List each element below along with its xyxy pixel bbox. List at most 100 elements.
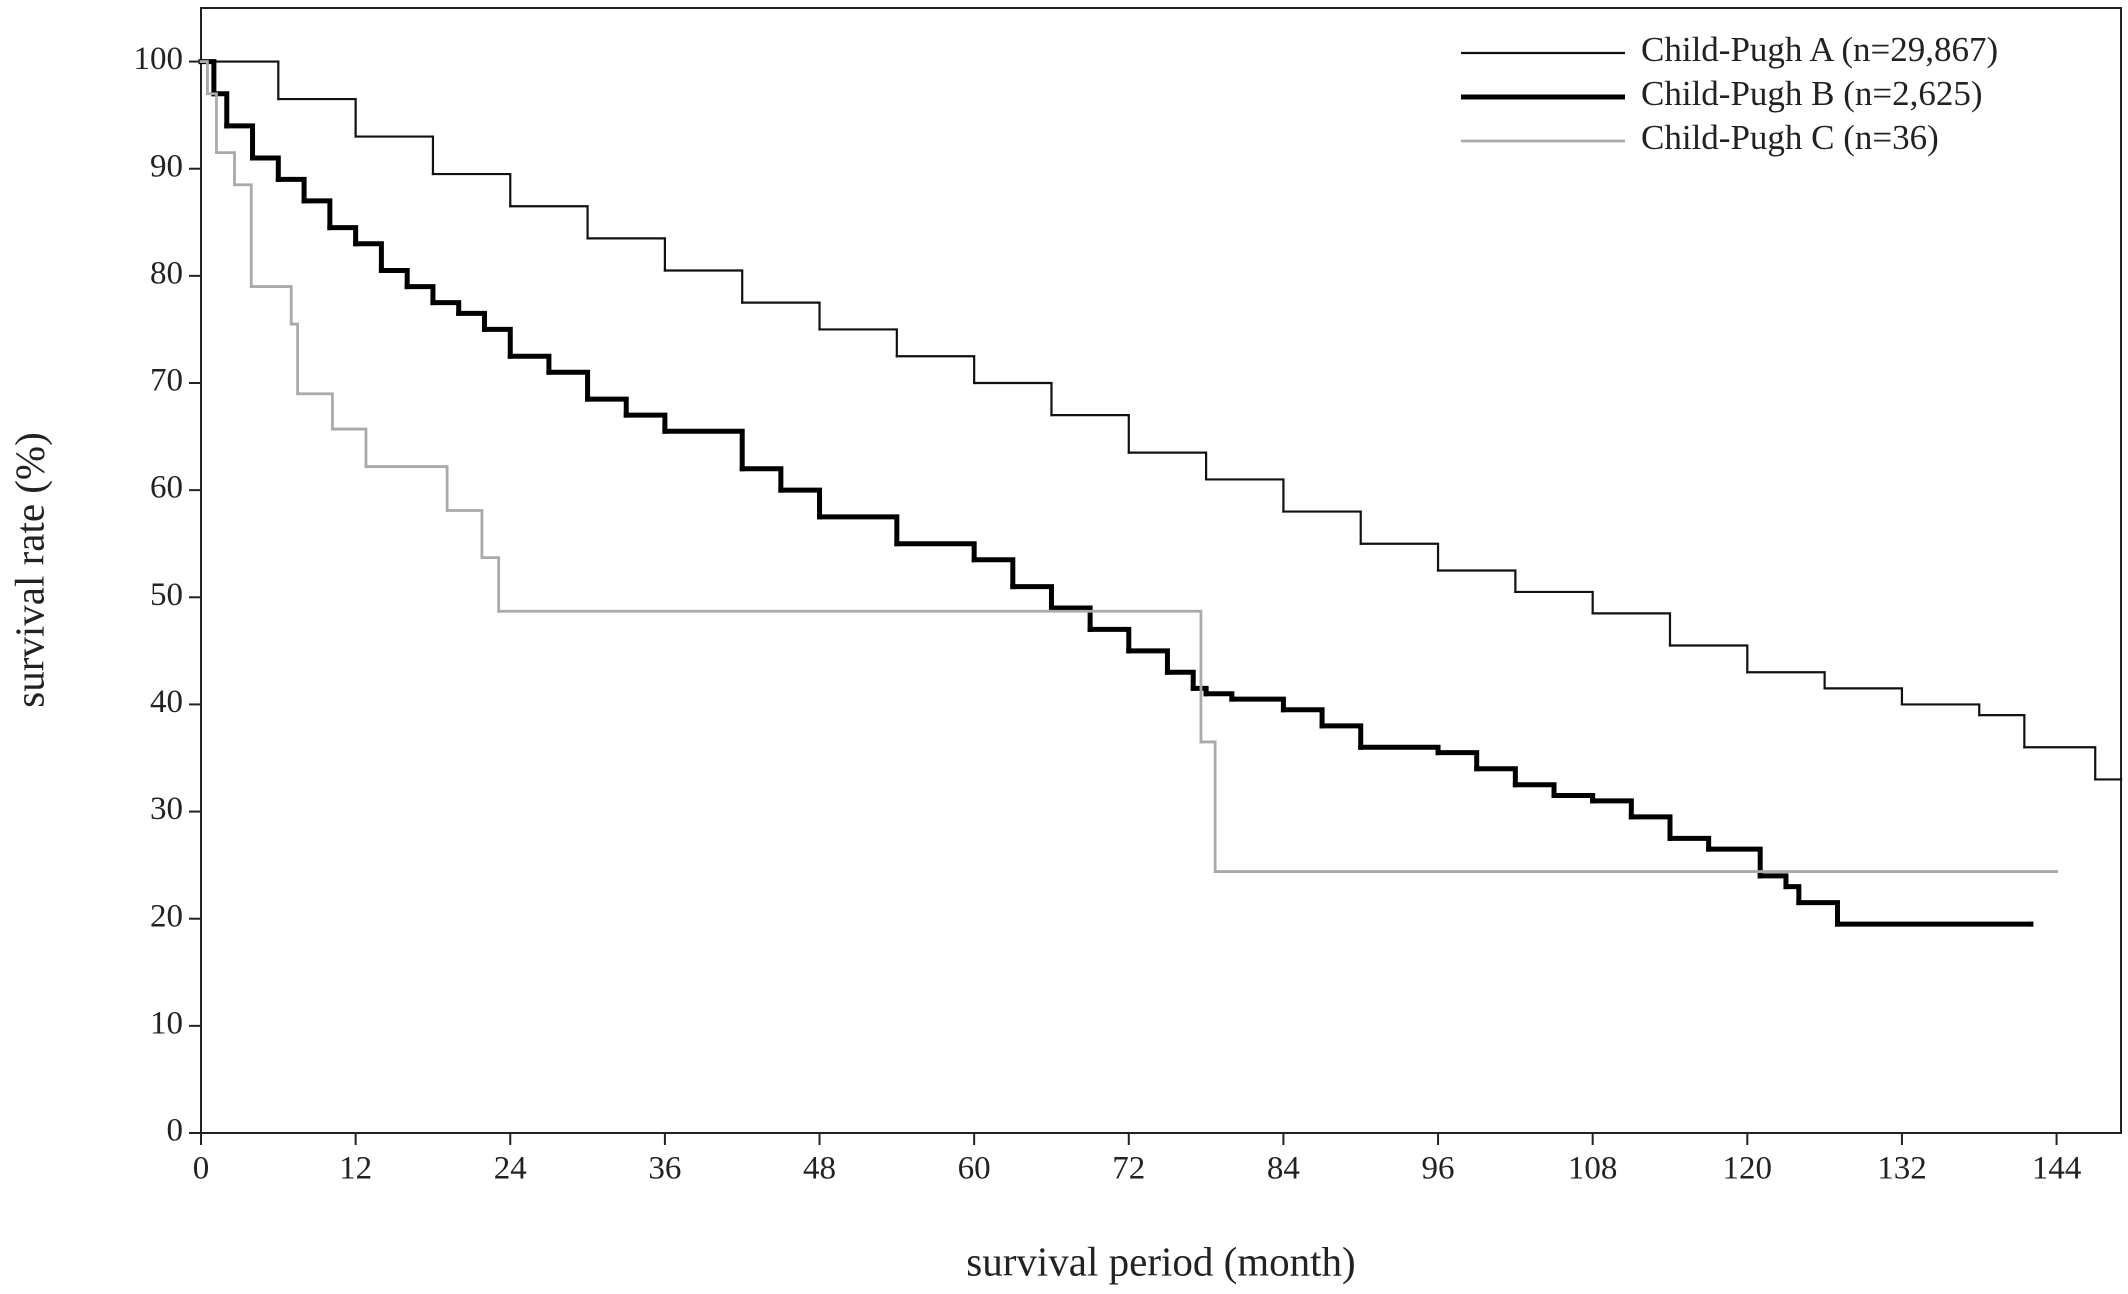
survival-step: [327, 225, 359, 247]
survival-step: [894, 541, 977, 563]
x-tick-label: 12: [339, 1151, 372, 1187]
survival-step: [1050, 414, 1130, 454]
x-tick-label: 36: [648, 1151, 681, 1187]
survival-step: [1757, 873, 1789, 890]
survival-step: [507, 353, 552, 375]
survival-step: [430, 300, 462, 316]
x-tick-label: 60: [958, 1151, 991, 1187]
x-tick-label: 144: [2032, 1151, 2082, 1187]
survival-step: [1667, 835, 1712, 852]
survival-step: [206, 92, 218, 155]
legend-text: Child-Pugh C (n=36): [1641, 118, 1939, 157]
x-tick-label: 24: [494, 1151, 527, 1187]
survival-step: [354, 135, 435, 176]
survival-step: [585, 396, 629, 418]
survival-step: [623, 412, 668, 434]
survival-step: [662, 428, 745, 472]
survival-step: [480, 556, 501, 613]
x-tick-label: 132: [1877, 1151, 1927, 1187]
survival-step: [973, 381, 1053, 417]
survival-step: [353, 241, 384, 273]
survival-step: [1127, 451, 1208, 481]
survival-step: [249, 285, 293, 326]
survival-step: [1823, 687, 1904, 706]
y-tick-label: 90: [150, 148, 183, 184]
survival-step: [1706, 846, 1763, 879]
survival-step: [1474, 766, 1518, 788]
survival-step: [1319, 723, 1364, 750]
y-tick-label: 30: [150, 791, 183, 827]
y-tick-label: 100: [134, 41, 184, 77]
survival-step: [1668, 644, 1749, 674]
y-tick-label: 20: [150, 898, 183, 934]
x-tick-label: 48: [803, 1151, 836, 1187]
survival-step: [1978, 714, 2026, 749]
legend-text: Child-Pugh A (n=29,867): [1641, 30, 1998, 69]
survival-step: [250, 155, 281, 182]
legend-text: Child-Pugh B (n=2,625): [1641, 74, 1983, 113]
survival-step: [741, 301, 821, 331]
survival-step: [296, 392, 334, 431]
survival-step: [818, 328, 898, 358]
y-tick-label: 40: [150, 684, 183, 720]
survival-step: [224, 123, 256, 161]
survival-step: [1203, 691, 1235, 702]
x-tick-label: 108: [1568, 1151, 1618, 1187]
survival-step: [586, 237, 666, 272]
survival-step: [456, 310, 487, 332]
survival-step: [1512, 782, 1557, 798]
survival-step: [778, 487, 823, 520]
survival-step: [497, 609, 1203, 744]
survival-step: [546, 369, 591, 402]
survival-step: [895, 355, 976, 385]
survival-step: [481, 326, 513, 359]
survival-step: [1746, 671, 1826, 690]
survival-step: [1900, 703, 1981, 717]
survival-step: [1358, 744, 1441, 756]
x-tick-label: 84: [1267, 1151, 1300, 1187]
survival-step: [1796, 900, 1841, 927]
plot-frame: [200, 7, 2122, 1134]
survival-step: [378, 268, 410, 290]
survival-step: [1205, 478, 1285, 513]
survival-step: [1199, 740, 1217, 873]
survival-step: [1282, 510, 1362, 545]
survival-step: [364, 465, 449, 512]
survival-step: [1010, 584, 1054, 611]
survival-step: [199, 60, 280, 101]
y-tick-label: 10: [150, 1005, 183, 1041]
x-tick-label: 72: [1112, 1151, 1145, 1187]
survival-step: [739, 466, 784, 493]
survival-step: [1229, 696, 1286, 713]
survival-step: [1164, 669, 1196, 691]
survival-step: [331, 427, 368, 468]
survival-step: [211, 91, 230, 129]
x-tick-label: 0: [193, 1151, 210, 1187]
survival-step: [431, 172, 512, 208]
y-tick-label: 50: [150, 577, 183, 613]
survival-step: [275, 176, 307, 204]
survival-step: [404, 284, 436, 306]
survival-step: [1280, 707, 1325, 729]
y-axis-label: survival rate (%): [6, 432, 52, 708]
survival-step: [509, 205, 589, 240]
x-tick-label: 96: [1422, 1151, 1455, 1187]
y-tick-label: 0: [167, 1113, 184, 1149]
survival-step: [1048, 605, 1093, 632]
survival-step: [1551, 793, 1596, 804]
survival-step: [1359, 542, 1440, 572]
y-tick-label: 70: [150, 363, 183, 399]
x-axis-label: survival period (month): [966, 1238, 1355, 1284]
survival-step: [199, 60, 209, 96]
survival-step: [2023, 746, 2097, 781]
survival-step: [215, 151, 236, 187]
survival-step: [1590, 798, 1634, 820]
survival-step: [1435, 750, 1480, 772]
survival-step: [1514, 590, 1594, 615]
y-tick-label: 80: [150, 255, 183, 291]
survival-step: [1126, 648, 1170, 675]
survival-step: [445, 509, 484, 560]
survival-step: [1628, 814, 1673, 841]
